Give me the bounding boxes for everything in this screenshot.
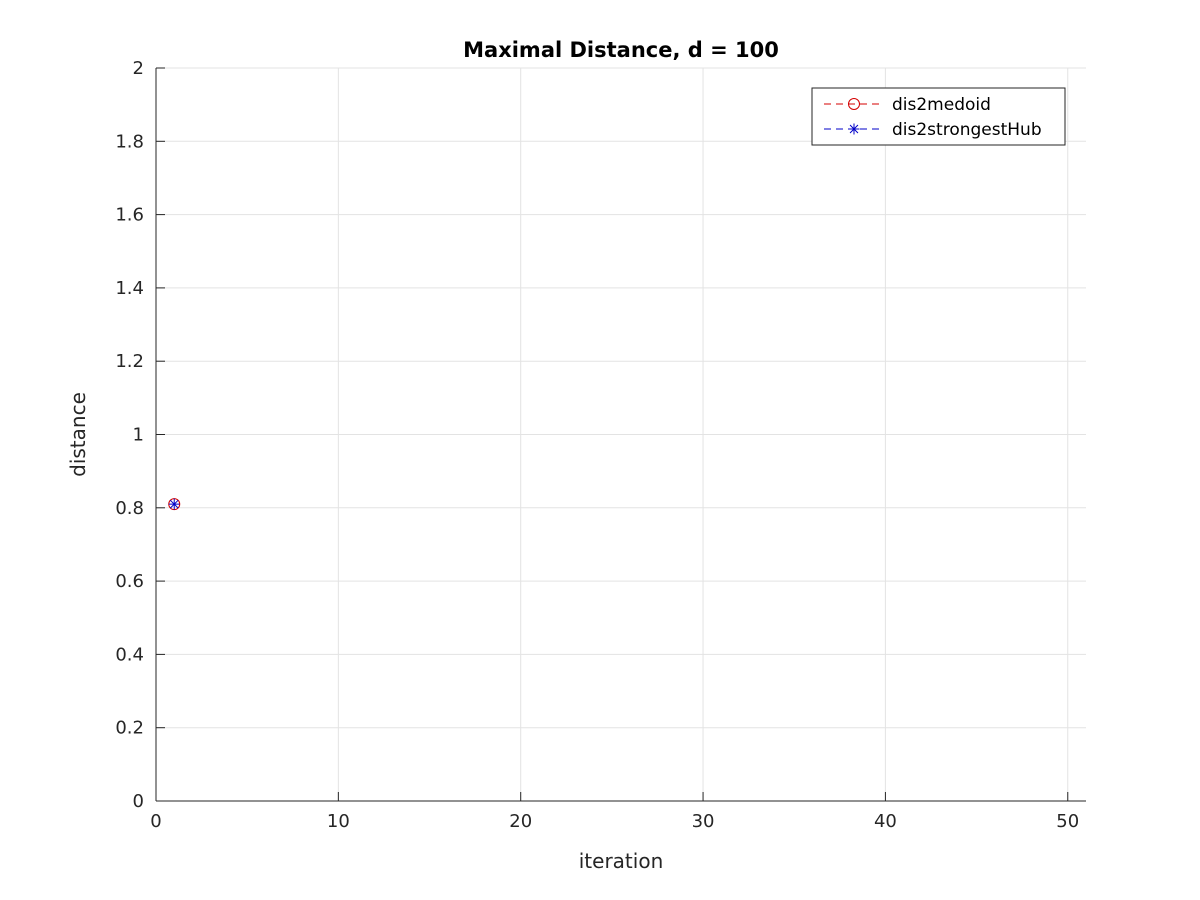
x-tick-label: 40 xyxy=(874,811,897,832)
legend-item: dis2medoid xyxy=(824,95,991,115)
data-point xyxy=(168,498,180,510)
y-tick-label: 0.4 xyxy=(115,644,144,665)
x-tick-label: 20 xyxy=(509,811,532,832)
legend-item: dis2strongestHub xyxy=(824,120,1042,140)
y-tick-label: 0.8 xyxy=(115,498,144,519)
y-ticks: 0 0.2 0.4 0.6 0.8 1 1.2 1.4 1.6 1.8 2 xyxy=(115,58,165,812)
series-layer xyxy=(168,498,181,511)
legend-box xyxy=(811,87,1066,146)
x-tick-label: 30 xyxy=(692,811,715,832)
x-axis-label: iteration xyxy=(579,849,664,873)
x-tick-label: 0 xyxy=(150,811,161,832)
legend-label: dis2medoid xyxy=(892,95,991,115)
legend-marker xyxy=(848,98,860,110)
y-tick-label: 1.4 xyxy=(115,278,144,299)
grid xyxy=(156,67,1086,801)
x-ticks: 0 10 20 30 40 50 xyxy=(150,792,1079,832)
x-tick-label: 50 xyxy=(1056,811,1079,832)
y-tick-label: 0.2 xyxy=(115,718,144,739)
x-tick-label: 10 xyxy=(327,811,350,832)
y-tick-label: 1.8 xyxy=(115,131,144,152)
series-dis2strongestHub xyxy=(168,498,180,510)
y-axis-label: distance xyxy=(66,392,90,477)
y-tick-label: 0.6 xyxy=(115,571,144,592)
chart-title: Maximal Distance, d = 100 xyxy=(463,38,779,62)
legend-marker xyxy=(848,123,860,135)
legend-label: dis2strongestHub xyxy=(892,120,1042,140)
legend: dis2medoid dis2strongestHub xyxy=(811,87,1066,146)
y-tick-label: 2 xyxy=(133,58,144,79)
y-tick-label: 1 xyxy=(133,425,144,446)
y-tick-label: 0 xyxy=(133,791,144,812)
y-tick-label: 1.6 xyxy=(115,205,144,226)
y-tick-label: 1.2 xyxy=(115,351,144,372)
